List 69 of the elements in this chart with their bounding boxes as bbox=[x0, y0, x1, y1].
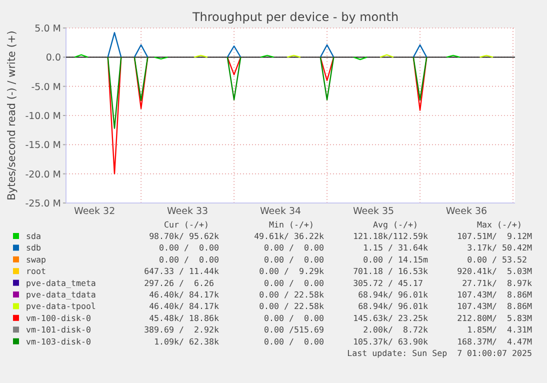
text: 305.72 / 45.17 bbox=[353, 278, 428, 288]
legend-label: vm-101-disk-0 bbox=[26, 324, 91, 335]
text: 107.43M/ 8.86M bbox=[457, 290, 532, 300]
text: 647.33 / 11.44k bbox=[144, 266, 219, 276]
text: 45.48k/ 18.86k bbox=[149, 312, 219, 323]
text: 1.15 / 31.64k bbox=[363, 242, 428, 253]
legend-label: pve-data_tmeta bbox=[26, 278, 96, 288]
x-tick-label: Week 32 bbox=[74, 206, 116, 217]
text: 46.40k/ 84.17k bbox=[149, 290, 219, 300]
text: 3.17k/ 50.42M bbox=[467, 242, 532, 253]
x-tick-label: Week 35 bbox=[352, 206, 394, 217]
text: 297.26 / 6.26 bbox=[144, 278, 219, 288]
x-tick-label: Week 36 bbox=[446, 206, 488, 217]
y-tick-label: -10.0 M bbox=[25, 111, 61, 122]
text: 0.00 / 0.00 bbox=[264, 254, 324, 264]
y-tick-label: 5.0 M bbox=[34, 24, 61, 34]
text: Min (-/+) bbox=[269, 220, 314, 230]
text: 0.00 / 0.00 bbox=[264, 312, 324, 323]
y-axis-title: Bytes/second read (-) / write (+) bbox=[6, 30, 18, 200]
y-tick-label: -5.0 M bbox=[31, 82, 61, 93]
legend-label: sdb bbox=[26, 242, 41, 253]
text: 27.71k/ 8.97k bbox=[462, 278, 532, 288]
text: 168.37M/ 4.47M bbox=[457, 336, 532, 346]
y-tick-label: 0.0 bbox=[46, 52, 61, 64]
text: 105.37k/ 63.90k bbox=[353, 336, 428, 346]
legend-label: pve-data-tpool bbox=[26, 301, 96, 312]
legend-label: pve-data_tdata bbox=[26, 290, 96, 300]
text: 0.00 / 53.52 bbox=[467, 254, 532, 264]
x-tick-label: Week 34 bbox=[260, 206, 302, 217]
text: 701.18 / 16.53k bbox=[353, 266, 428, 276]
text: 121.18k/112.59k bbox=[353, 231, 428, 241]
text: 107.51M/ 9.12M bbox=[457, 231, 532, 241]
y-tick-label: -15.0 M bbox=[25, 140, 61, 152]
text: 0.00 /515.69 bbox=[264, 324, 324, 335]
text: 107.43M/ 8.86M bbox=[457, 301, 532, 312]
legend-label: sda bbox=[26, 231, 41, 241]
text: Last update: Sun Sep 7 01:00:07 2025 bbox=[347, 348, 532, 358]
text: 0.00 / 0.00 bbox=[264, 278, 324, 288]
text: 2.00k/ 8.72k bbox=[363, 324, 428, 335]
text: 920.41k/ 5.03M bbox=[457, 266, 532, 276]
legend-label: vm-103-disk-0 bbox=[26, 336, 91, 346]
text: Cur (-/+) bbox=[164, 220, 209, 230]
legend-label: vm-100-disk-0 bbox=[26, 312, 91, 323]
text: 0.00 / 0.00 bbox=[159, 254, 219, 264]
text: 46.40k/ 84.17k bbox=[149, 301, 219, 312]
text: 0.00 / 0.00 bbox=[159, 242, 219, 253]
text: Max (-/+) bbox=[477, 220, 522, 230]
text: 1.85M/ 4.31M bbox=[467, 324, 532, 335]
text: 68.94k/ 96.01k bbox=[358, 290, 428, 300]
y-tick-label: -20.0 M bbox=[25, 169, 61, 180]
y-tick-label: -25.0 M bbox=[25, 198, 61, 210]
text: 0.00 / 0.00 bbox=[264, 242, 324, 253]
text: 0.00 / 9.29k bbox=[259, 266, 324, 276]
text: 212.80M/ 5.83M bbox=[457, 312, 532, 323]
text: 68.94k/ 96.01k bbox=[358, 301, 428, 312]
text: 0.00 / 22.58k bbox=[259, 301, 324, 312]
text: 0.00 / 22.58k bbox=[259, 290, 324, 300]
legend-label: swap bbox=[26, 254, 46, 264]
chart-title: Throughput per device - by month bbox=[191, 10, 399, 24]
x-tick-label: Week 33 bbox=[166, 206, 208, 217]
text: 98.70k/ 95.62k bbox=[149, 231, 219, 241]
text: 0.00 / 14.15m bbox=[363, 254, 428, 264]
text: 0.00 / 0.00 bbox=[264, 336, 324, 346]
legend-label: root bbox=[26, 266, 46, 276]
text: 49.61k/ 36.22k bbox=[254, 231, 324, 241]
text: 1.09k/ 62.38k bbox=[154, 336, 220, 346]
text: 145.63k/ 23.25k bbox=[353, 312, 428, 323]
text: Avg (-/+) bbox=[373, 220, 418, 230]
text: 389.69 / 2.92k bbox=[144, 324, 219, 335]
